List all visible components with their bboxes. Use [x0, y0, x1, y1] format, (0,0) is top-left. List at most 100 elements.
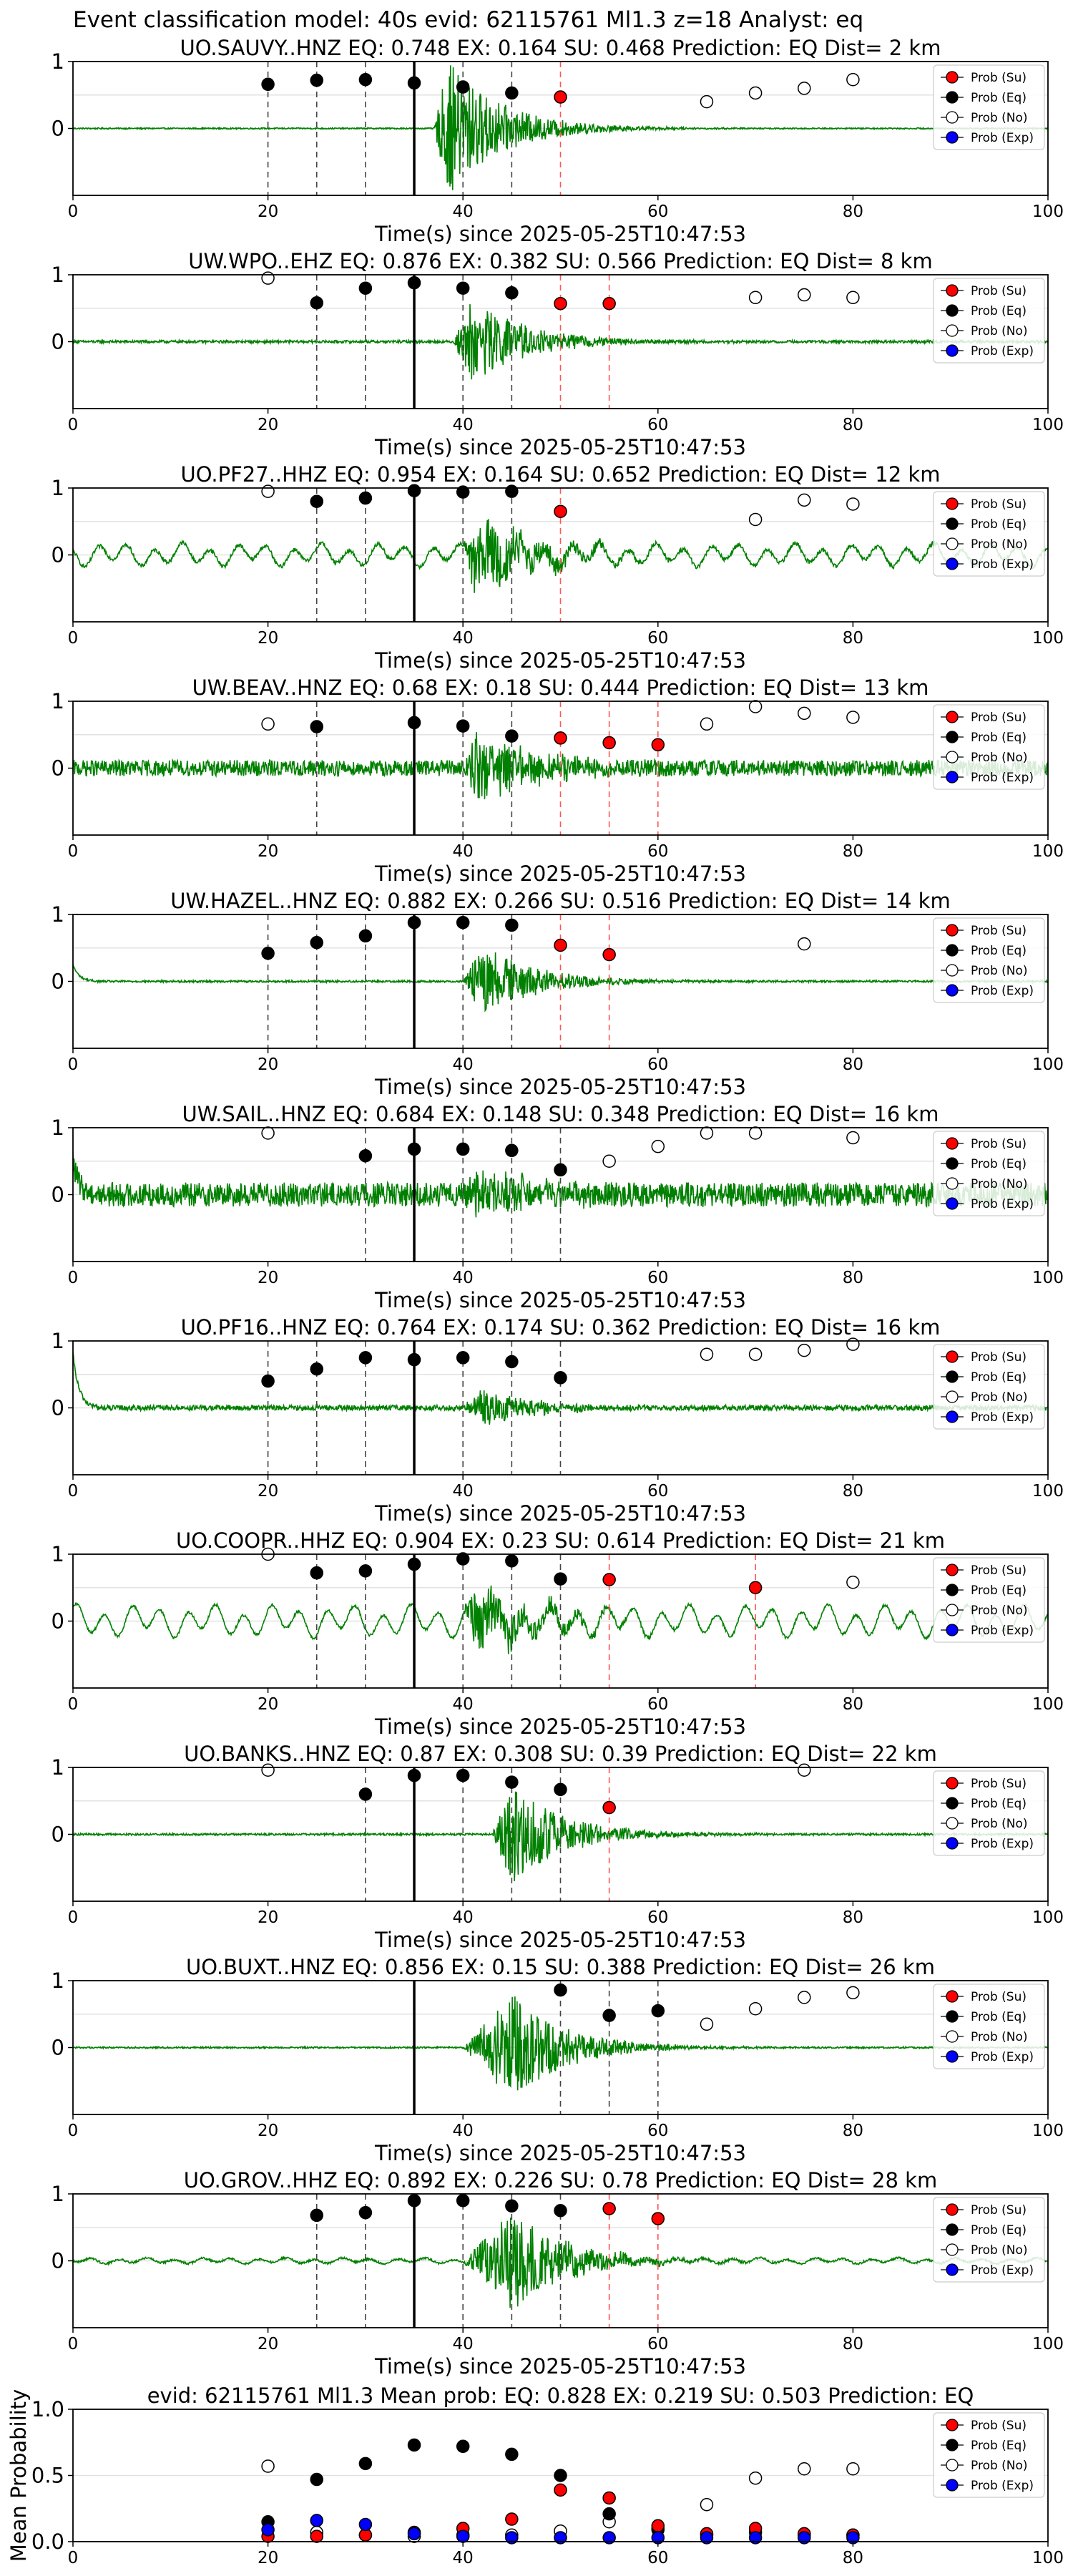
legend-label: Prob (Su)	[971, 1137, 1027, 1151]
legend-marker	[946, 497, 959, 510]
legend-label: Prob (No)	[971, 2243, 1028, 2258]
x-tick-label: 100	[1032, 2122, 1064, 2140]
panel-5: UW.SAIL..HNZ EQ: 0.684 EX: 0.148 SU: 0.3…	[52, 1102, 1064, 1312]
point-eq	[407, 1142, 421, 1156]
legend-marker	[946, 1837, 959, 1850]
legend-marker	[946, 771, 959, 784]
point-no	[846, 72, 860, 87]
y-tick-label: 0	[52, 543, 64, 567]
point-eq	[407, 1557, 421, 1571]
point-no	[748, 700, 763, 713]
legend-marker	[946, 731, 959, 743]
point-su	[505, 2512, 519, 2526]
point-eq	[505, 2199, 519, 2213]
x-tick-label: 100	[1032, 1908, 1064, 1927]
x-tick-label: 0	[68, 1055, 79, 1074]
x-tick-label: 0	[68, 2122, 79, 2140]
point-eq	[456, 2194, 470, 2207]
x-axis-label: Time(s) since 2025-05-25T10:47:53	[374, 1714, 746, 1739]
legend-label: Prob (Su)	[971, 71, 1027, 85]
point-eq	[358, 1787, 373, 1801]
panel-7: UO.COOPR..HHZ EQ: 0.904 EX: 0.23 SU: 0.6…	[52, 1528, 1064, 1739]
x-tick-label: 0	[68, 1269, 79, 1287]
point-eq	[261, 1374, 275, 1388]
point-no	[846, 1337, 860, 1351]
panel-4: UW.HAZEL..HNZ EQ: 0.882 EX: 0.266 SU: 0.…	[52, 889, 1064, 1099]
point-exp	[358, 2517, 373, 2532]
point-eq	[407, 2194, 421, 2207]
y-tick-label: 0	[52, 1823, 64, 1847]
y-tick-label: 1	[52, 1542, 64, 1566]
legend-box	[933, 1557, 1045, 1643]
legend-marker	[946, 2459, 959, 2472]
y-tick-label: 0	[52, 970, 64, 994]
x-tick-label: 80	[843, 2122, 863, 2140]
x-axis-label: Time(s) since 2025-05-25T10:47:53	[374, 862, 746, 886]
point-su	[651, 738, 665, 752]
point-no	[700, 94, 714, 109]
panel-11: evid: 62115761 Ml1.3 Mean prob: EQ: 0.82…	[6, 2384, 1064, 2567]
x-tick-label: 60	[647, 1482, 668, 1501]
x-tick-label: 80	[843, 629, 863, 648]
legend-marker	[946, 1990, 959, 2003]
legend-marker	[946, 1817, 959, 1830]
legend-label: Prob (Su)	[971, 1350, 1027, 1365]
legend-label: Prob (No)	[971, 1390, 1028, 1405]
x-tick-label: 80	[843, 203, 863, 221]
legend-marker	[946, 1197, 959, 1210]
point-eq	[456, 281, 470, 295]
x-tick-label: 20	[258, 1695, 278, 1714]
x-tick-label: 80	[843, 842, 863, 861]
point-eq	[358, 2457, 373, 2471]
x-tick-label: 40	[453, 842, 474, 861]
x-tick-label: 100	[1032, 1269, 1064, 1287]
point-eq	[456, 80, 470, 94]
point-eq	[407, 484, 421, 497]
legend-label: Prob (Exp)	[971, 344, 1034, 358]
point-eq	[407, 2438, 421, 2452]
legend-label: Prob (No)	[971, 111, 1028, 125]
legend-label: Prob (No)	[971, 2030, 1028, 2044]
point-no	[846, 497, 860, 511]
x-tick-label: 60	[647, 1269, 668, 1287]
x-tick-label: 60	[647, 629, 668, 648]
point-eq	[505, 86, 519, 100]
x-axis-label: Time(s) since 2025-05-25T10:47:53	[374, 1928, 746, 1952]
point-eq	[310, 720, 323, 733]
y-tick-label: 0	[52, 1396, 64, 1420]
point-exp	[748, 2531, 763, 2545]
legend-marker	[946, 1137, 959, 1150]
x-tick-label: 80	[843, 1055, 863, 1074]
legend-marker	[946, 131, 959, 144]
y-tick-label: 1	[52, 1755, 64, 1780]
legend-label: Prob (Su)	[971, 497, 1027, 512]
legend-box	[933, 917, 1045, 1003]
point-eq	[310, 2472, 323, 2487]
point-no	[261, 717, 275, 731]
point-no	[261, 2459, 275, 2473]
legend-marker	[946, 1777, 959, 1790]
point-eq	[456, 1351, 470, 1365]
x-tick-label: 100	[1032, 842, 1064, 861]
x-axis-label: Time(s) since 2025-05-25T10:47:53	[374, 1288, 746, 1312]
legend-label: Prob (Eq)	[971, 91, 1027, 105]
x-tick-label: 80	[843, 1482, 863, 1501]
legend-label: Prob (Eq)	[971, 2223, 1027, 2238]
legend-label: Prob (Su)	[971, 1777, 1027, 1791]
panel-10: UO.GROV..HHZ EQ: 0.892 EX: 0.226 SU: 0.7…	[52, 2168, 1064, 2379]
x-tick-label: 0	[68, 1695, 79, 1714]
legend-marker	[946, 1584, 959, 1596]
panel-8: UO.BANKS..HNZ EQ: 0.87 EX: 0.308 SU: 0.3…	[52, 1742, 1064, 1952]
legend-marker	[946, 964, 959, 977]
x-tick-label: 40	[453, 1055, 474, 1074]
x-tick-label: 0	[68, 203, 79, 221]
waveform-trace	[73, 304, 1048, 380]
legend-marker	[946, 1370, 959, 1383]
point-su	[602, 947, 616, 962]
point-eq	[554, 1572, 567, 1586]
point-su	[602, 2202, 616, 2215]
legend-box	[933, 1344, 1045, 1430]
legend-marker	[946, 91, 959, 104]
point-su	[310, 2529, 323, 2543]
